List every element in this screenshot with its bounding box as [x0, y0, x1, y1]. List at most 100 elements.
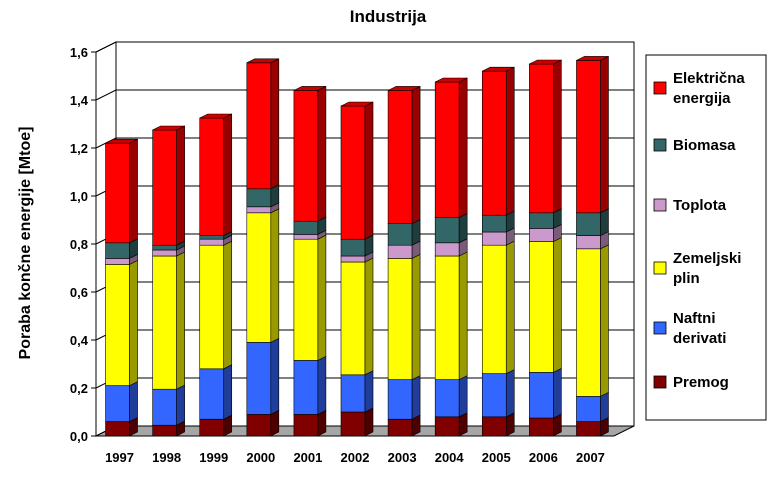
bar-top [387, 86, 421, 91]
gridline [95, 41, 634, 53]
bar-top [199, 113, 232, 119]
bar-segment-front [105, 385, 130, 422]
bar-segment-front [529, 63, 554, 214]
bar-segment-side [176, 125, 185, 246]
bar-segment-front [387, 90, 413, 224]
legend-swatch [653, 198, 667, 212]
y-tick-label: 0,8 [70, 237, 88, 252]
x-tick-label: 2000 [246, 450, 275, 465]
legend-swatch [653, 261, 667, 275]
bar-segment-front [199, 368, 225, 420]
chart-title: Industrija [350, 7, 427, 26]
x-tick-label: 2007 [576, 450, 605, 465]
y-tick-label: 1,0 [70, 189, 88, 204]
bar-segment-front [434, 416, 460, 437]
bar-segment-side [176, 384, 185, 426]
bar-segment-side [458, 213, 468, 244]
bar-segment-front [481, 231, 507, 246]
bar-segment-front [387, 258, 413, 380]
bar-segment-front [340, 261, 366, 376]
bar-segment-side [129, 381, 138, 423]
bar-segment-front [152, 129, 177, 246]
bar-segment-side [411, 85, 421, 225]
bar-segment-side [270, 208, 280, 343]
bar-segment-front [246, 62, 272, 190]
bar-segment-front [152, 244, 177, 251]
y-tick-label: 0,6 [70, 285, 88, 300]
bar-segment-front [481, 214, 507, 233]
bar-segment-side [364, 257, 374, 376]
bar-segment-side [553, 59, 562, 214]
x-tick-label: 1999 [199, 450, 228, 465]
x-tick-label: 2006 [529, 450, 558, 465]
bar-segment-front [434, 242, 460, 257]
bar-segment-front [293, 90, 319, 222]
bar-segment-front [199, 238, 225, 246]
bar-segment-side [364, 407, 374, 437]
bar-segment-side [223, 364, 233, 420]
x-tick-label: 2003 [388, 450, 417, 465]
bar-segment-front [152, 424, 177, 437]
bar-segment-front [246, 342, 272, 415]
bar-segment-front [434, 255, 460, 380]
bar-segment-side [176, 251, 185, 390]
legend-box [645, 54, 767, 421]
bar-segment-side [600, 55, 609, 214]
legend-label: Zemeljski [673, 250, 741, 267]
legend-label: Naftni [673, 310, 716, 327]
bar-segment-front [293, 220, 319, 235]
plot-area: 0,0 0,2 0,4 0,6 0,8 1,0 1,2 1,4 1,6 1997 1998 1999 2… [70, 41, 635, 465]
bar-segment-front [340, 105, 366, 240]
bar-segment-front [576, 60, 601, 214]
bar-segment-side [270, 337, 280, 415]
bar-segment-front [434, 217, 460, 244]
bar-segment-front [529, 241, 554, 373]
bar-segment-front [105, 142, 130, 244]
bar-segment-front [340, 411, 366, 437]
bar-segment-front [105, 258, 130, 265]
bar-top [576, 56, 609, 61]
bar-segment-side [600, 208, 609, 237]
bar-segment-side [317, 355, 327, 415]
bar-segment-front [105, 264, 130, 386]
bar-segment-side [364, 101, 374, 240]
bar-top [482, 66, 515, 72]
y-tick-label: 0,2 [70, 381, 88, 396]
bar-top [105, 138, 138, 144]
legend-label: plin [673, 270, 700, 287]
bar-segment-front [529, 417, 554, 437]
bar-segment-front [199, 418, 225, 437]
bar-top [293, 86, 327, 91]
bar-segment-front [293, 234, 319, 240]
y-tick-label: 1,4 [70, 93, 89, 108]
legend-label: Premog [673, 374, 729, 391]
bar-segment-side [317, 234, 327, 361]
bar-segment-front [434, 81, 460, 218]
bar-segment-front [199, 117, 225, 236]
bar-segment-side [458, 375, 468, 418]
y-tick-label: 1,6 [70, 45, 88, 60]
legend: Električna energija Biomasa Toplota Zemeljsk… [645, 54, 767, 421]
bar-segment-front [576, 396, 601, 422]
bar-segment-side [458, 251, 468, 381]
bar-segment-front [246, 206, 272, 214]
bar-segment-front [576, 248, 601, 397]
bar-segment-side [223, 113, 233, 237]
bar-segment-front [481, 70, 507, 216]
legend-swatch [653, 81, 667, 95]
x-tick-label: 1998 [152, 450, 181, 465]
x-tick-label: 2001 [293, 450, 322, 465]
bar-segment-front [199, 244, 225, 370]
bar-segment-front [293, 238, 319, 361]
bar-segment-side [411, 375, 421, 420]
bar-segment-side [553, 367, 562, 419]
bar-segment-front [340, 255, 366, 263]
bar-segment-front [152, 388, 177, 426]
bar-segment-front [246, 414, 272, 437]
bar-segment-front [340, 238, 366, 257]
bar-segment-side [505, 240, 515, 375]
bar-segment-front [246, 212, 272, 343]
bar-segment-front [481, 373, 507, 418]
bar-segment-side [270, 409, 280, 437]
bar-top [246, 58, 279, 64]
